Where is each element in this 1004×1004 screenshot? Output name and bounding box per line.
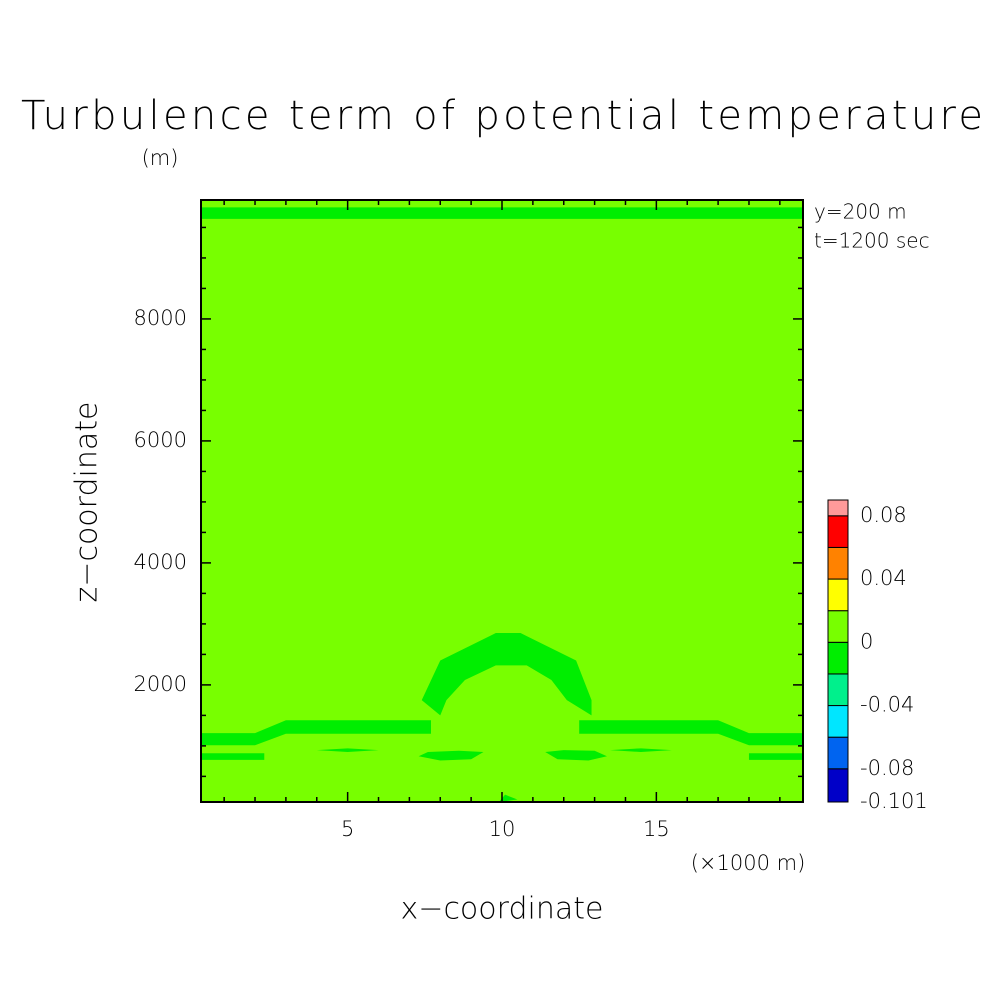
colorbar-tick-label: 0.04 bbox=[860, 566, 907, 590]
contour-region bbox=[421, 633, 592, 716]
plot-area bbox=[201, 200, 803, 802]
x-axis-label: x−coordinate bbox=[401, 892, 604, 927]
contour-region bbox=[201, 753, 265, 760]
contour-region bbox=[748, 753, 803, 760]
x-tick-label: 10 bbox=[489, 817, 516, 841]
colorbar-tick-label: 0.08 bbox=[860, 503, 907, 527]
y-tick-label: 2000 bbox=[134, 672, 187, 696]
y-tick-label: 8000 bbox=[134, 306, 187, 330]
contour-region bbox=[201, 720, 431, 746]
contour-region bbox=[610, 748, 672, 752]
colorbar-segment bbox=[827, 499, 849, 517]
contour-region bbox=[316, 748, 379, 752]
colorbar-segment bbox=[827, 641, 849, 675]
contour-background bbox=[201, 200, 803, 802]
colorbar-tick-label: -0.08 bbox=[860, 756, 914, 780]
y-tick-label: 6000 bbox=[134, 428, 187, 452]
colorbar-tick-label: 0 bbox=[860, 629, 873, 653]
colorbar-segment bbox=[827, 673, 849, 707]
contour-region bbox=[477, 649, 533, 657]
x-unit: (×1000 m) bbox=[691, 851, 806, 875]
annotation: y=200 m bbox=[814, 200, 907, 224]
colorbar-tick-label: -0.04 bbox=[860, 693, 914, 717]
annotation: t=1200 sec bbox=[814, 229, 930, 253]
chart-title: Turbulence term of potential temperature bbox=[21, 93, 983, 139]
x-tick-label: 15 bbox=[643, 817, 670, 841]
y-unit: (m) bbox=[142, 146, 179, 170]
colorbar-segment bbox=[827, 515, 849, 548]
x-tick-label: 5 bbox=[341, 817, 354, 841]
contour-region bbox=[498, 794, 518, 802]
colorbar-segment bbox=[827, 610, 849, 643]
contour-region bbox=[579, 720, 803, 746]
y-tick-label: 4000 bbox=[134, 550, 187, 574]
colorbar-segment bbox=[827, 705, 849, 738]
colorbar-segment bbox=[827, 736, 849, 770]
colorbar-segment bbox=[827, 546, 849, 580]
colorbar-segment bbox=[827, 768, 849, 803]
colorbar-segment bbox=[827, 578, 849, 612]
y-axis-label: z−coordinate bbox=[70, 402, 105, 603]
colorbar-tick-label: -0.101 bbox=[860, 789, 928, 813]
contour-region bbox=[418, 750, 484, 761]
contour-region bbox=[201, 207, 803, 219]
contour-region bbox=[545, 750, 607, 761]
